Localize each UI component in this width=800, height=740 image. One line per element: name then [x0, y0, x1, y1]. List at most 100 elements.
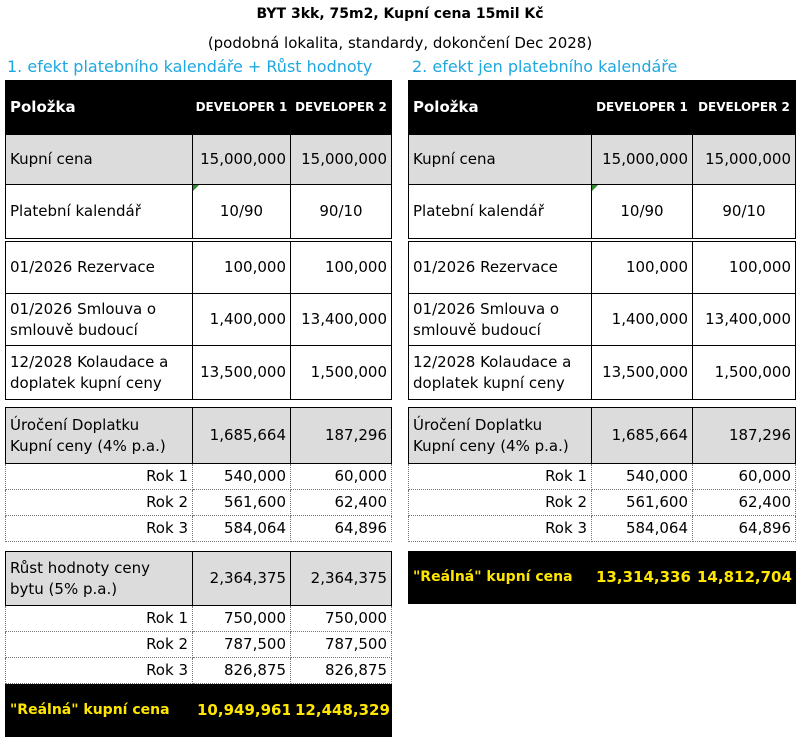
price-row: Kupní cena 15,000,000 15,000,000 [5, 134, 392, 185]
growth-year-2-dev1: 787,500 [192, 631, 291, 658]
interest-year-3-dev1: 584,064 [591, 515, 693, 542]
calendar-dev2: 90/10 [290, 184, 392, 239]
growth-year-2-dev2: 787,500 [290, 631, 392, 658]
growth-label-line2: bytu (5% p.a.) [10, 579, 118, 598]
contract-label-line2: smlouvě budoucí [413, 320, 541, 339]
growth-dev1: 2,364,375 [192, 551, 291, 606]
interest-year-3-row: Rok 3 584,064 64,896 [408, 515, 796, 542]
interest-dev1: 1,685,664 [591, 407, 693, 464]
growth-dev2: 2,364,375 [290, 551, 392, 606]
price-dev1: 15,000,000 [192, 134, 291, 185]
approval-dev2: 1,500,000 [692, 345, 796, 400]
header-row: Položka DEVELOPER 1 DEVELOPER 2 [5, 80, 392, 135]
interest-table: Úročení Doplatku Kupní ceny (4% p.a.) 1,6… [5, 407, 392, 542]
interest-year-2-dev2: 62,400 [290, 489, 392, 516]
calendar-dev1: 10/90 [192, 184, 291, 239]
header-row: Položka DEVELOPER 1 DEVELOPER 2 [408, 80, 796, 135]
growth-year-1-dev2: 750,000 [290, 605, 392, 632]
interest-year-1-dev2: 60,000 [692, 463, 796, 490]
calendar-label: Platební kalendář [5, 184, 193, 239]
growth-year-2-label: Rok 2 [5, 631, 193, 658]
growth-year-1-label: Rok 1 [5, 605, 193, 632]
interest-year-3-dev2: 64,896 [290, 515, 392, 542]
header-developer-2: DEVELOPER 2 [290, 80, 392, 135]
growth-year-3-row: Rok 3 826,875 826,875 [5, 657, 392, 684]
interest-year-1-row: Rok 1 540,000 60,000 [408, 463, 796, 490]
contract-dev2: 13,400,000 [290, 293, 392, 346]
contract-label-line1: 01/2026 Smlouva o [413, 299, 560, 318]
calendar-row: Platební kalendář 10/90 90/10 [5, 184, 392, 239]
calendar-dev1-value: 10/90 [219, 202, 264, 220]
interest-year-3-row: Rok 3 584,064 64,896 [5, 515, 392, 542]
interest-year-2-dev2: 62,400 [692, 489, 796, 516]
final-price-label: "Reálná" kupní cena [408, 551, 592, 604]
price-table: Položka DEVELOPER 1 DEVELOPER 2 Kupní ce… [5, 80, 392, 239]
approval-label-line1: 12/2028 Kolaudace a [10, 352, 169, 371]
growth-year-1-row: Rok 1 750,000 750,000 [5, 605, 392, 632]
payments-table: 01/2026 Rezervace 100,000 100,000 01/202… [5, 241, 392, 400]
price-table: Položka DEVELOPER 1 DEVELOPER 2 Kupní ce… [408, 80, 796, 239]
interest-year-3-label: Rok 3 [5, 515, 193, 542]
header-item: Položka [5, 80, 193, 135]
contract-label-line1: 01/2026 Smlouva o [10, 299, 157, 318]
contract-dev1: 1,400,000 [591, 293, 693, 346]
approval-label-line1: 12/2028 Kolaudace a [413, 352, 572, 371]
interest-year-2-label: Rok 2 [5, 489, 193, 516]
interest-year-2-row: Rok 2 561,600 62,400 [5, 489, 392, 516]
approval-dev1: 13,500,000 [192, 345, 291, 400]
interest-label-line1: Úročení Doplatku [10, 415, 140, 434]
interest-year-3-dev1: 584,064 [192, 515, 291, 542]
price-label: Kupní cena [5, 134, 193, 185]
approval-row: 12/2028 Kolaudace a doplatek kupní ceny 1… [5, 345, 392, 400]
interest-year-2-label: Rok 2 [408, 489, 592, 516]
growth-year-3-dev2: 826,875 [290, 657, 392, 684]
final-table: "Reálná" kupní cena 10,949,961 12,448,32… [5, 684, 392, 737]
comment-marker-icon [592, 185, 598, 191]
final-price-label: "Reálná" kupní cena [5, 684, 193, 737]
approval-label: 12/2028 Kolaudace a doplatek kupní ceny [5, 345, 193, 400]
interest-year-3-label: Rok 3 [408, 515, 592, 542]
price-row: Kupní cena 15,000,000 15,000,000 [408, 134, 796, 185]
page-title: BYT 3kk, 75m2, Kupní cena 15mil Kč [256, 6, 544, 22]
calendar-dev1-value: 10/90 [620, 202, 664, 220]
interest-year-2-dev1: 561,600 [591, 489, 693, 516]
approval-row: 12/2028 Kolaudace a doplatek kupní ceny 1… [408, 345, 796, 400]
price-dev2: 15,000,000 [290, 134, 392, 185]
approval-dev1: 13,500,000 [591, 345, 693, 400]
final-table: "Reálná" kupní cena 13,314,336 14,812,70… [408, 551, 796, 604]
contract-label: 01/2026 Smlouva o smlouvě budoucí [5, 293, 193, 346]
interest-row: Úročení Doplatku Kupní ceny (4% p.a.) 1,6… [408, 407, 796, 464]
interest-year-2-row: Rok 2 561,600 62,400 [408, 489, 796, 516]
growth-year-1-dev1: 750,000 [192, 605, 291, 632]
price-dev1: 15,000,000 [591, 134, 693, 185]
reservation-label: 01/2026 Rezervace [5, 241, 193, 294]
growth-year-2-row: Rok 2 787,500 787,500 [5, 631, 392, 658]
final-price-row: "Reálná" kupní cena 10,949,961 12,448,32… [5, 684, 392, 737]
interest-year-1-dev2: 60,000 [290, 463, 392, 490]
header-developer-2: DEVELOPER 2 [692, 80, 796, 135]
interest-dev2: 187,296 [290, 407, 392, 464]
interest-year-1-dev1: 540,000 [591, 463, 693, 490]
growth-year-3-dev1: 826,875 [192, 657, 291, 684]
interest-label-line2: Kupní ceny (4% p.a.) [10, 436, 166, 455]
price-dev2: 15,000,000 [692, 134, 796, 185]
scenario-2-heading: 2. efekt jen platebního kalendáře [412, 57, 678, 76]
reservation-dev2: 100,000 [692, 241, 796, 294]
growth-label-line1: Růst hodnoty ceny [10, 558, 150, 577]
comment-marker-icon [193, 185, 199, 191]
interest-label-line2: Kupní ceny (4% p.a.) [413, 436, 569, 455]
calendar-row: Platební kalendář 10/90 90/10 [408, 184, 796, 239]
final-price-dev1: 13,314,336 [591, 551, 693, 604]
reservation-dev1: 100,000 [192, 241, 291, 294]
final-price-row: "Reálná" kupní cena 13,314,336 14,812,70… [408, 551, 796, 604]
interest-year-3-dev2: 64,896 [692, 515, 796, 542]
approval-dev2: 1,500,000 [290, 345, 392, 400]
final-price-dev2: 14,812,704 [692, 551, 796, 604]
header-item: Položka [408, 80, 592, 135]
calendar-dev2: 90/10 [692, 184, 796, 239]
contract-dev2: 13,400,000 [692, 293, 796, 346]
interest-dev1: 1,685,664 [192, 407, 291, 464]
contract-row: 01/2026 Smlouva o smlouvě budoucí 1,400,0… [5, 293, 392, 346]
interest-year-1-label: Rok 1 [5, 463, 193, 490]
